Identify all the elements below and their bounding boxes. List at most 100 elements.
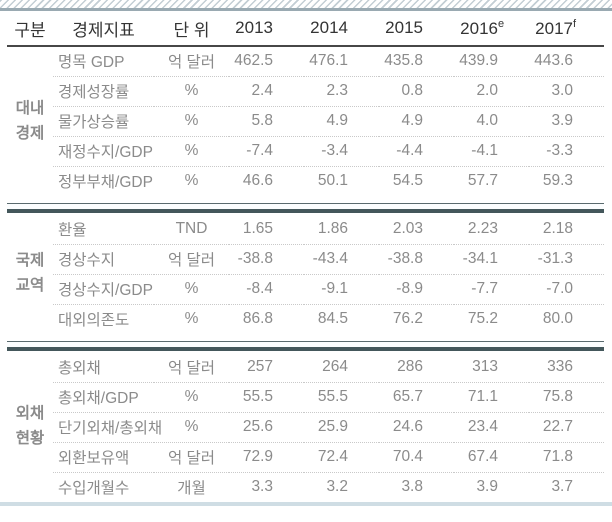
- value-cell-2017: 80.0: [529, 303, 604, 334]
- unit-cell: 개월: [154, 471, 229, 502]
- unit-cell: 억 달러: [154, 243, 229, 274]
- group-label: 외채 현황: [7, 352, 53, 502]
- value-cell-2017: -31.3: [529, 243, 604, 274]
- value-cell-2016: 3.9: [454, 471, 529, 502]
- table-row: 정부부채/GDP% 46.6 50.1 54.5 57.7 59.3: [7, 165, 604, 196]
- economic-indicators-table: 구분 경제지표 단 위 2013 2014 2015 2016e 2017f 대내 경제 명…: [7, 11, 604, 502]
- unit-cell: %: [154, 165, 229, 196]
- col-header-year-2016: 2016e: [454, 11, 529, 47]
- indicator-cell: 경상수지: [53, 243, 154, 274]
- table-header-row: 구분 경제지표 단 위 2013 2014 2015 2016e 2017f: [7, 11, 604, 47]
- value-cell-2013: 72.9: [229, 441, 304, 472]
- indicator-cell: 재정수지/GDP: [53, 135, 154, 166]
- value-cell-2014: 4.9: [304, 105, 379, 136]
- group-국제교역: 국제 교역 환율 TND 1.65 1.86 2.03 2.23 2.18 경상수지 억 달러 -38…: [7, 214, 604, 334]
- unit-cell: %: [154, 411, 229, 442]
- value-cell-2017: 75.8: [529, 381, 604, 412]
- year-superscript: e: [498, 17, 505, 30]
- indicator-cell: 물가상승률: [53, 105, 154, 136]
- value-cell-2013: 2.4: [229, 75, 304, 106]
- indicator-cell: 환율: [58, 221, 87, 239]
- value-cell-2017: 336: [547, 357, 573, 375]
- value-cell-2017: 3.9: [529, 105, 604, 136]
- value-cell-2017: 443.6: [534, 52, 573, 70]
- value-cell-2013: -8.4: [229, 273, 304, 304]
- table-row: 국제 교역 환율 TND 1.65 1.86 2.03 2.23 2.18: [7, 214, 604, 294]
- indicator-cell: 외환보유액: [53, 441, 154, 472]
- value-cell-2014: 3.2: [304, 471, 379, 502]
- value-cell-2014: 2.3: [304, 75, 379, 106]
- value-cell-2015: 4.9: [379, 105, 454, 136]
- unit-cell: TND: [175, 219, 208, 237]
- value-cell-2013: 1.65: [242, 219, 273, 237]
- group-label: 대내 경제: [7, 46, 53, 196]
- group-label-line: 국제: [15, 252, 45, 270]
- table-row: 경상수지/GDP% -8.4 -9.1 -8.9 -7.7 -7.0: [7, 273, 604, 304]
- value-cell-2014: 476.1: [309, 52, 348, 70]
- indicator-cell: 총외채/GDP: [53, 381, 154, 412]
- col-header-year-2017: 2017f: [529, 11, 604, 47]
- col-header-year-2014: 2014: [304, 11, 379, 47]
- unit-cell: %: [154, 303, 229, 334]
- value-cell-2016: 2.0: [454, 75, 529, 106]
- value-cell-2013: -7.4: [229, 135, 304, 166]
- value-cell-2013: 462.5: [234, 52, 273, 70]
- value-cell-2016: -34.1: [454, 243, 529, 274]
- table-row: 물가상승률% 5.8 4.9 4.9 4.0 3.9: [7, 105, 604, 136]
- value-cell-2014: -43.4: [304, 243, 379, 274]
- group-label-line: 대내: [15, 99, 45, 117]
- value-cell-2016: 2.23: [467, 219, 498, 237]
- value-cell-2017: 2.18: [542, 219, 573, 237]
- value-cell-2017: -7.0: [529, 273, 604, 304]
- value-cell-2015: 76.2: [379, 303, 454, 334]
- value-cell-2016: 313: [472, 357, 498, 375]
- value-cell-2016: -4.1: [454, 135, 529, 166]
- table-row: 총외채/GDP% 55.5 55.5 65.7 71.1 75.8: [7, 381, 604, 412]
- table-row: 외환보유액 억 달러 72.9 72.4 70.4 67.4 71.8: [7, 441, 604, 472]
- group-separator-rule: [7, 341, 604, 351]
- group-label-line: 교역: [15, 277, 45, 294]
- value-cell-2015: 24.6: [379, 411, 454, 442]
- table-row: 단기외채/총외채% 25.6 25.9 24.6 23.4 22.7: [7, 411, 604, 442]
- value-cell-2013: 25.6: [229, 411, 304, 442]
- indicator-cell: 명목 GDP: [58, 54, 125, 72]
- value-cell-2015: 54.5: [379, 165, 454, 196]
- value-cell-2017: 59.3: [529, 165, 604, 196]
- value-cell-2017: -3.3: [529, 135, 604, 166]
- value-cell-2017: 3.0: [529, 75, 604, 106]
- group-separator-row: [7, 334, 604, 352]
- value-cell-2016: 75.2: [454, 303, 529, 334]
- table-row: 수입개월수 개월 3.3 3.2 3.8 3.9 3.7: [7, 471, 604, 502]
- unit-cell: 억 달러: [154, 441, 229, 472]
- group-label-line: 현황: [15, 430, 45, 447]
- value-cell-2015: -38.8: [379, 243, 454, 274]
- unit-cell: 억 달러: [167, 54, 216, 72]
- value-cell-2014: -9.1: [304, 273, 379, 304]
- group-separator-cell: [7, 196, 604, 214]
- group-separator: [7, 196, 604, 214]
- value-cell-2013: 257: [247, 357, 273, 375]
- col-header-category: 구분: [7, 11, 53, 47]
- value-cell-2014: -3.4: [304, 135, 379, 166]
- indicator-cell: 총외채: [58, 359, 101, 377]
- value-cell-2016: 439.9: [459, 52, 498, 70]
- year-label: 2017: [535, 18, 573, 38]
- value-cell-2017: 22.7: [529, 411, 604, 442]
- col-header-indicator: 경제지표: [53, 11, 154, 47]
- table-row: 대내 경제 명목 GDP 억 달러 462.5 476.1 435.8 439.9 443.6: [7, 46, 604, 141]
- unit-cell: %: [154, 135, 229, 166]
- table-row: 경제성장률% 2.4 2.3 0.8 2.0 3.0: [7, 75, 604, 106]
- value-cell-2016: 57.7: [454, 165, 529, 196]
- value-cell-2015: 435.8: [384, 52, 423, 70]
- year-label: 2015: [385, 18, 423, 37]
- value-cell-2014: 264: [322, 357, 348, 375]
- top-hatch-border: [0, 0, 612, 11]
- table-row: 대외의존도% 86.8 84.5 76.2 75.2 80.0: [7, 303, 604, 334]
- value-cell-2015: 65.7: [379, 381, 454, 412]
- unit-cell: %: [154, 105, 229, 136]
- indicator-cell: 수입개월수: [53, 471, 154, 502]
- value-cell-2013: -38.8: [229, 243, 304, 274]
- indicator-cell: 경상수지/GDP: [53, 273, 154, 304]
- value-cell-2014: 25.9: [304, 411, 379, 442]
